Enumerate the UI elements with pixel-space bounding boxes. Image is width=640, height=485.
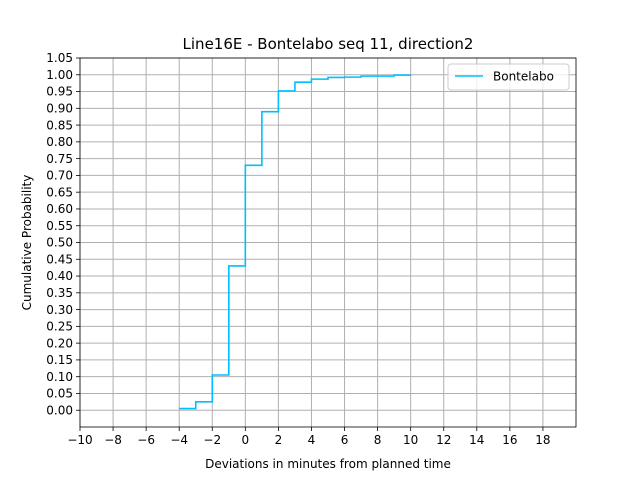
x-tick-label: 10 xyxy=(403,433,418,447)
y-tick-label: 0.60 xyxy=(46,202,73,216)
y-tick-label: 0.15 xyxy=(46,353,73,367)
x-tick-label: 14 xyxy=(469,433,484,447)
x-tick-label: −4 xyxy=(170,433,188,447)
legend: Bontelabo xyxy=(447,63,570,91)
y-tick-label: 1.00 xyxy=(46,68,73,82)
x-tick-label: −10 xyxy=(67,433,92,447)
legend-label-bontelabo: Bontelabo xyxy=(493,70,554,84)
y-tick-label: 1.05 xyxy=(46,51,73,65)
x-tick-label: 8 xyxy=(374,433,382,447)
x-tick-label: 12 xyxy=(436,433,451,447)
x-tick-label: 18 xyxy=(535,433,550,447)
y-tick-label: 0.30 xyxy=(46,303,73,317)
axis-ticks: −10 −8 −6 −4 −2 0 2 4 6 8 10 12 14 16 18 0.00 0.05 0.10 0.… xyxy=(46,51,550,447)
y-tick-label: 0.00 xyxy=(46,403,73,417)
y-tick-label: 0.20 xyxy=(46,336,73,350)
y-tick-label: 0.65 xyxy=(46,185,73,199)
x-tick-label: −2 xyxy=(203,433,221,447)
x-tick-label: 0 xyxy=(242,433,250,447)
y-tick-label: 0.90 xyxy=(46,102,73,116)
y-tick-label: 0.35 xyxy=(46,286,73,300)
chart-title: Line16E - Bontelabo seq 11, direction2 xyxy=(183,35,474,53)
y-tick-label: 0.80 xyxy=(46,135,73,149)
y-tick-label: 0.10 xyxy=(46,370,73,384)
x-tick-label: 4 xyxy=(308,433,316,447)
y-tick-label: 0.50 xyxy=(46,236,73,250)
x-tick-label: −8 xyxy=(104,433,122,447)
series-line-bontelabo xyxy=(179,74,412,410)
y-tick-label: 0.45 xyxy=(46,252,73,266)
x-tick-label: 16 xyxy=(502,433,517,447)
y-tick-label: 0.75 xyxy=(46,152,73,166)
legend-box xyxy=(447,63,570,91)
x-tick-label: −6 xyxy=(137,433,155,447)
x-tick-label: 6 xyxy=(341,433,349,447)
y-axis-label: Cumulative Probability xyxy=(20,175,34,311)
series-layer xyxy=(179,74,412,410)
x-axis-label: Deviations in minutes from planned time xyxy=(205,457,451,471)
y-tick-label: 0.40 xyxy=(46,269,73,283)
y-tick-label: 0.55 xyxy=(46,219,73,233)
y-tick-label: 0.25 xyxy=(46,320,73,334)
y-tick-label: 0.05 xyxy=(46,387,73,401)
y-tick-label: 0.85 xyxy=(46,118,73,132)
y-tick-label: 0.70 xyxy=(46,169,73,183)
grid xyxy=(79,57,576,427)
x-tick-label: 2 xyxy=(275,433,283,447)
y-tick-label: 0.95 xyxy=(46,85,73,99)
